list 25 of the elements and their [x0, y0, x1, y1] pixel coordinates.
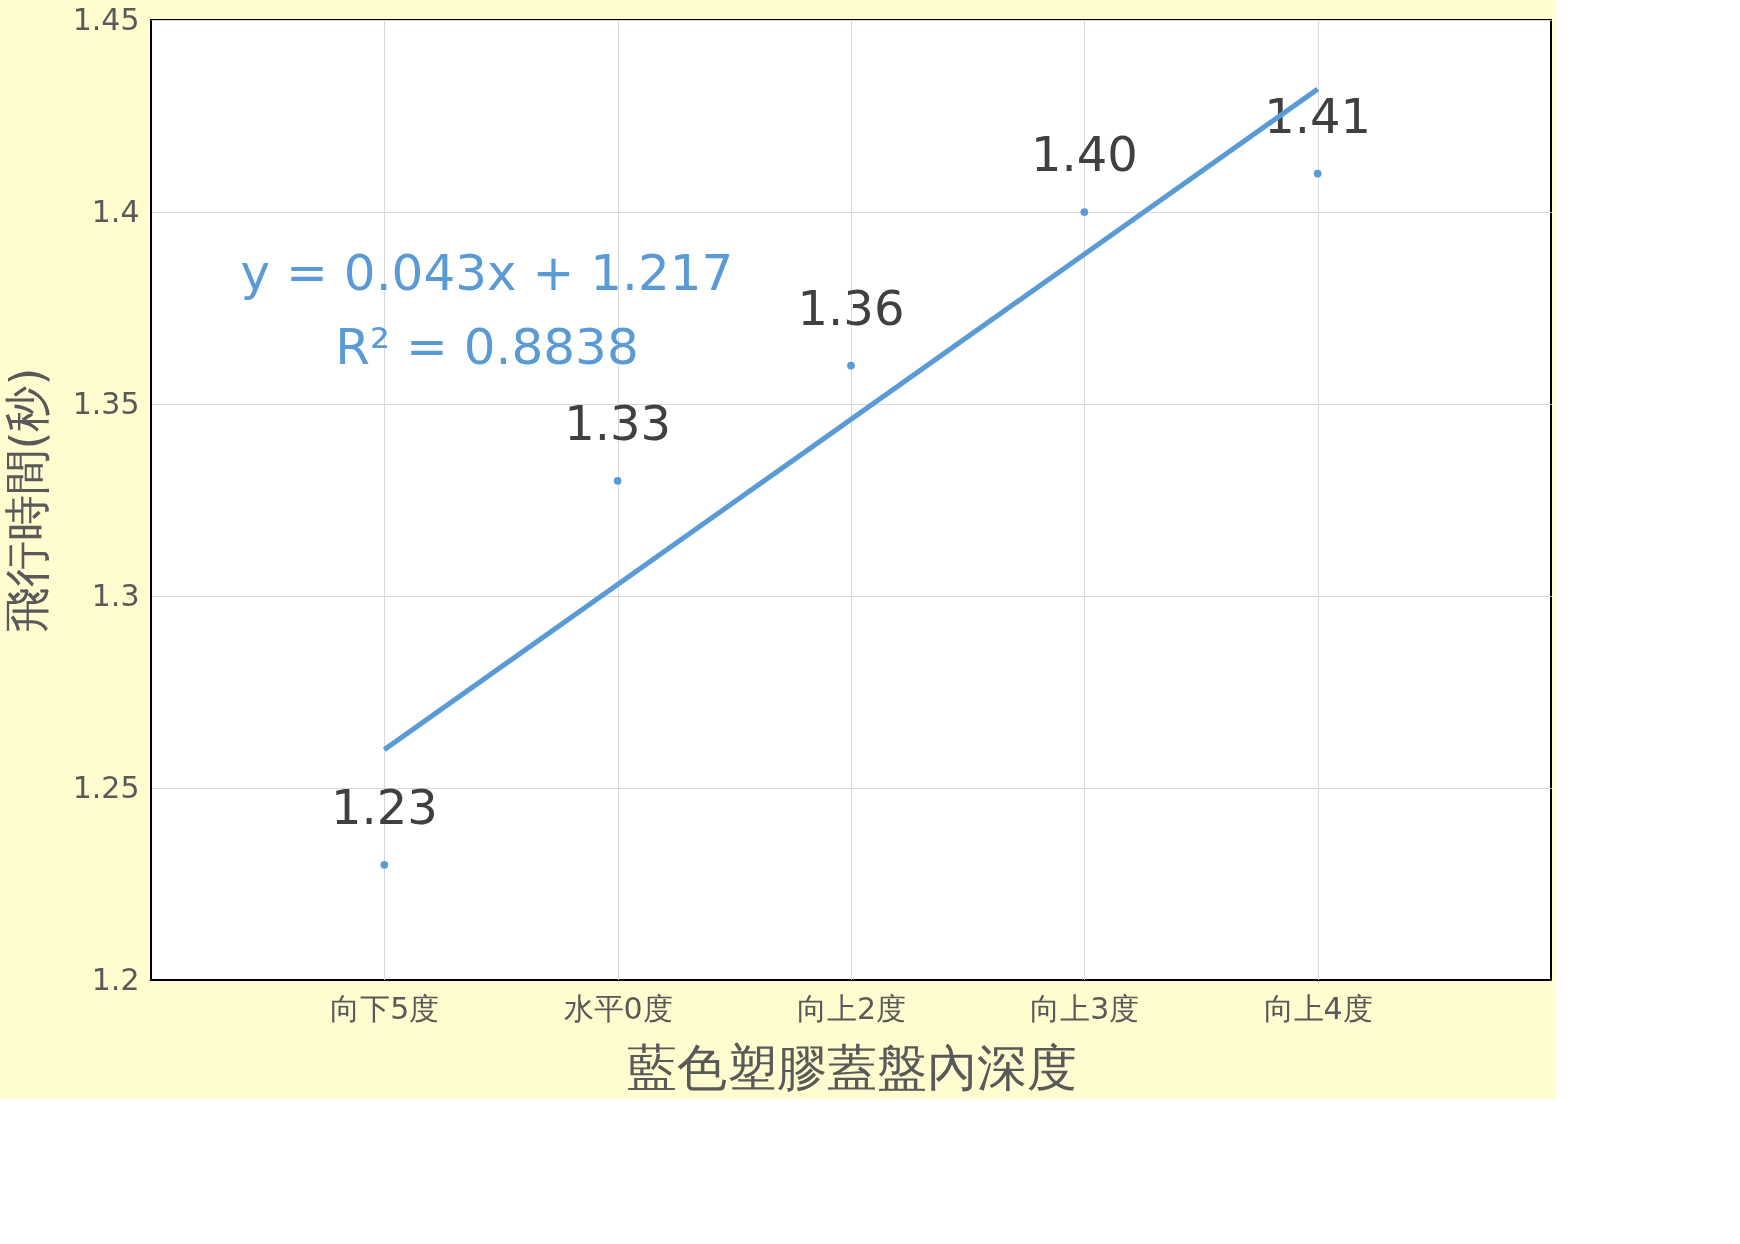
point — [613, 476, 622, 485]
y-tick-label: 1.35 — [72, 385, 140, 421]
x-tick-label: 向下5度 — [330, 990, 440, 1026]
point — [1080, 208, 1089, 216]
x-tick-label: 向上3度 — [1030, 990, 1140, 1026]
point — [847, 361, 855, 370]
x-axis-title: 藍色塑膠蓋盤內深度 — [626, 1038, 1077, 1097]
y-tick-label: 1.25 — [72, 769, 140, 805]
annotation: R² = 0.8838 — [335, 318, 639, 377]
data-label: 1.40 — [1030, 126, 1138, 182]
data-label: 1.23 — [330, 778, 438, 835]
data-label: 1.41 — [1264, 87, 1372, 144]
y-tick-label: 1.3 — [91, 577, 140, 613]
point — [380, 860, 389, 869]
y-axis-title: 飛行時間(秒) — [0, 367, 54, 634]
x-tick-label: 向上2度 — [796, 990, 907, 1026]
y-tick-label: 1.4 — [91, 193, 140, 229]
data-label: 1.33 — [564, 394, 672, 451]
y-tick-label: 1.45 — [72, 1, 140, 37]
annotation: y = 0.043x + 1.217 — [240, 244, 734, 303]
data-label: 1.36 — [797, 279, 905, 336]
y-tick-label: 1.2 — [91, 961, 140, 997]
x-tick-label: 向上4度 — [1263, 990, 1373, 1026]
point — [1313, 169, 1322, 178]
x-tick-label: 水平0度 — [563, 990, 673, 1026]
